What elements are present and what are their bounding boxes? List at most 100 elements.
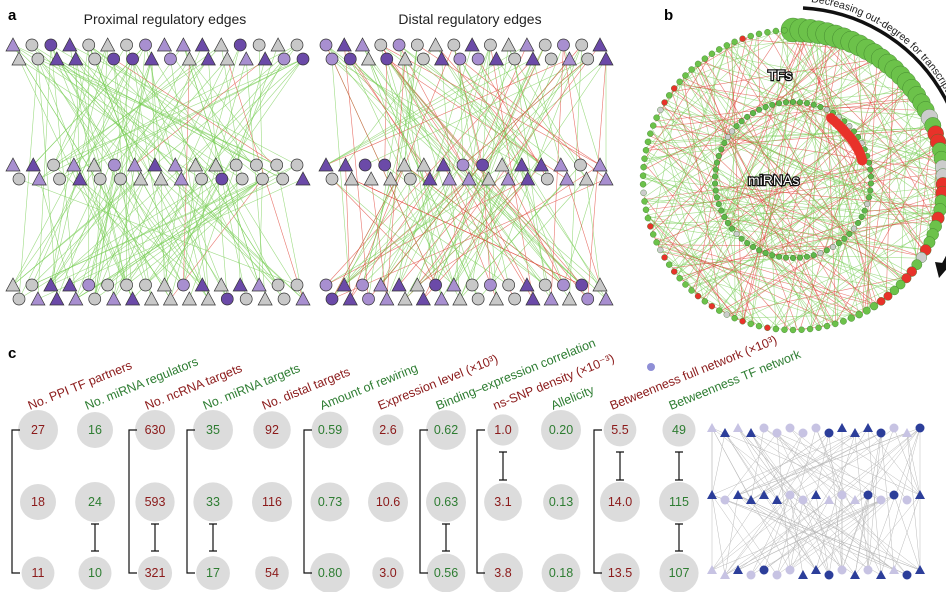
network-node — [392, 38, 406, 52]
mini-edge — [815, 499, 882, 571]
regulatory-edge — [720, 207, 891, 294]
mini-edge — [815, 432, 856, 571]
mini-node — [707, 423, 717, 432]
network-node — [533, 157, 549, 172]
metric-value: 630 — [145, 423, 166, 437]
regulatory-edge — [786, 84, 909, 258]
regulatory-edge — [88, 44, 203, 286]
mini-node — [837, 565, 847, 575]
network-node — [520, 171, 536, 186]
regulatory-edge — [331, 58, 548, 180]
regulatory-edge — [658, 245, 862, 315]
network-node — [213, 37, 229, 52]
metric-bubble — [487, 414, 519, 446]
network-node — [276, 172, 290, 186]
mirna-node — [721, 213, 728, 220]
regulatory-edge — [837, 38, 843, 324]
mirna-node — [796, 99, 803, 106]
mirna-node — [866, 194, 873, 201]
metric-bubble — [252, 482, 292, 522]
regulatory-edge — [655, 119, 939, 219]
out-degree-arrowhead — [935, 262, 946, 278]
metric-value: 3.1 — [494, 495, 511, 509]
mirna-node — [867, 173, 874, 180]
network-node — [379, 291, 395, 306]
metric-value: 115 — [669, 495, 689, 509]
mini-edge — [906, 432, 921, 571]
regulatory-edge — [170, 58, 209, 300]
network-node — [456, 158, 470, 172]
network-node — [164, 52, 177, 66]
mini-node — [850, 495, 860, 504]
regulatory-edge — [717, 31, 816, 159]
regulatory-edge — [181, 44, 241, 180]
mirna-node — [715, 201, 722, 208]
regulatory-edge — [863, 74, 901, 313]
mini-edge — [724, 499, 895, 571]
mini-node — [850, 428, 860, 437]
regulatory-edge — [496, 58, 587, 180]
mini-node — [772, 570, 782, 580]
network-node — [416, 52, 430, 66]
tf-node — [772, 325, 780, 333]
mirna-node — [749, 110, 756, 117]
regulatory-edge — [325, 58, 570, 166]
network-node — [581, 52, 595, 66]
mirna-node — [783, 254, 790, 261]
regulatory-edge — [720, 249, 829, 312]
network-node — [49, 291, 65, 306]
regulatory-edge — [94, 58, 304, 166]
regulatory-edge — [164, 178, 223, 286]
network-node — [343, 52, 357, 66]
regulatory-edge — [834, 143, 939, 325]
mirna-node — [867, 187, 874, 194]
network-node — [434, 291, 450, 306]
regulatory-edge — [651, 175, 716, 232]
mini-node — [746, 428, 756, 437]
mirna-node — [762, 250, 769, 257]
regulatory-edge — [670, 92, 736, 128]
network-node — [143, 291, 160, 306]
regulatory-edge — [113, 44, 298, 300]
metric-value: 54 — [265, 566, 279, 580]
network-node — [235, 172, 249, 186]
regulatory-edge — [644, 129, 853, 160]
network-node — [30, 291, 46, 306]
regulatory-edge — [764, 32, 824, 108]
network-node — [380, 52, 394, 66]
regulatory-edge — [384, 58, 388, 166]
network-node — [114, 172, 127, 186]
mini-node — [824, 570, 834, 580]
regulatory-edge — [769, 274, 910, 329]
metric-bubble — [253, 411, 291, 449]
regulatory-edge — [644, 54, 712, 161]
panel-b-letter: b — [664, 7, 673, 24]
network-node — [581, 292, 595, 306]
network-node — [290, 278, 304, 292]
network-node — [25, 157, 41, 172]
network-node — [175, 37, 191, 52]
regulatory-edge — [331, 58, 582, 286]
mirna-node — [841, 235, 848, 242]
mirna-node — [733, 230, 740, 237]
mini-edge — [750, 432, 895, 496]
regulatory-edge — [669, 114, 836, 266]
network-node — [396, 157, 412, 172]
regulatory-edge — [861, 123, 933, 144]
regulatory-edge — [423, 164, 542, 300]
regulatory-edge — [160, 178, 279, 286]
mini-edge — [828, 494, 843, 576]
tf-node — [906, 266, 917, 277]
mini-node — [759, 490, 769, 499]
tf-node — [694, 292, 702, 300]
mirna-node — [733, 123, 740, 130]
metric-value: 92 — [265, 423, 279, 437]
regulatory-edge — [724, 193, 943, 219]
regulatory-edge — [800, 102, 903, 284]
tf-node — [708, 50, 716, 58]
mini-node — [889, 565, 899, 574]
network-node — [592, 37, 608, 52]
regulatory-edge — [398, 178, 411, 286]
mirna-node — [729, 225, 736, 232]
